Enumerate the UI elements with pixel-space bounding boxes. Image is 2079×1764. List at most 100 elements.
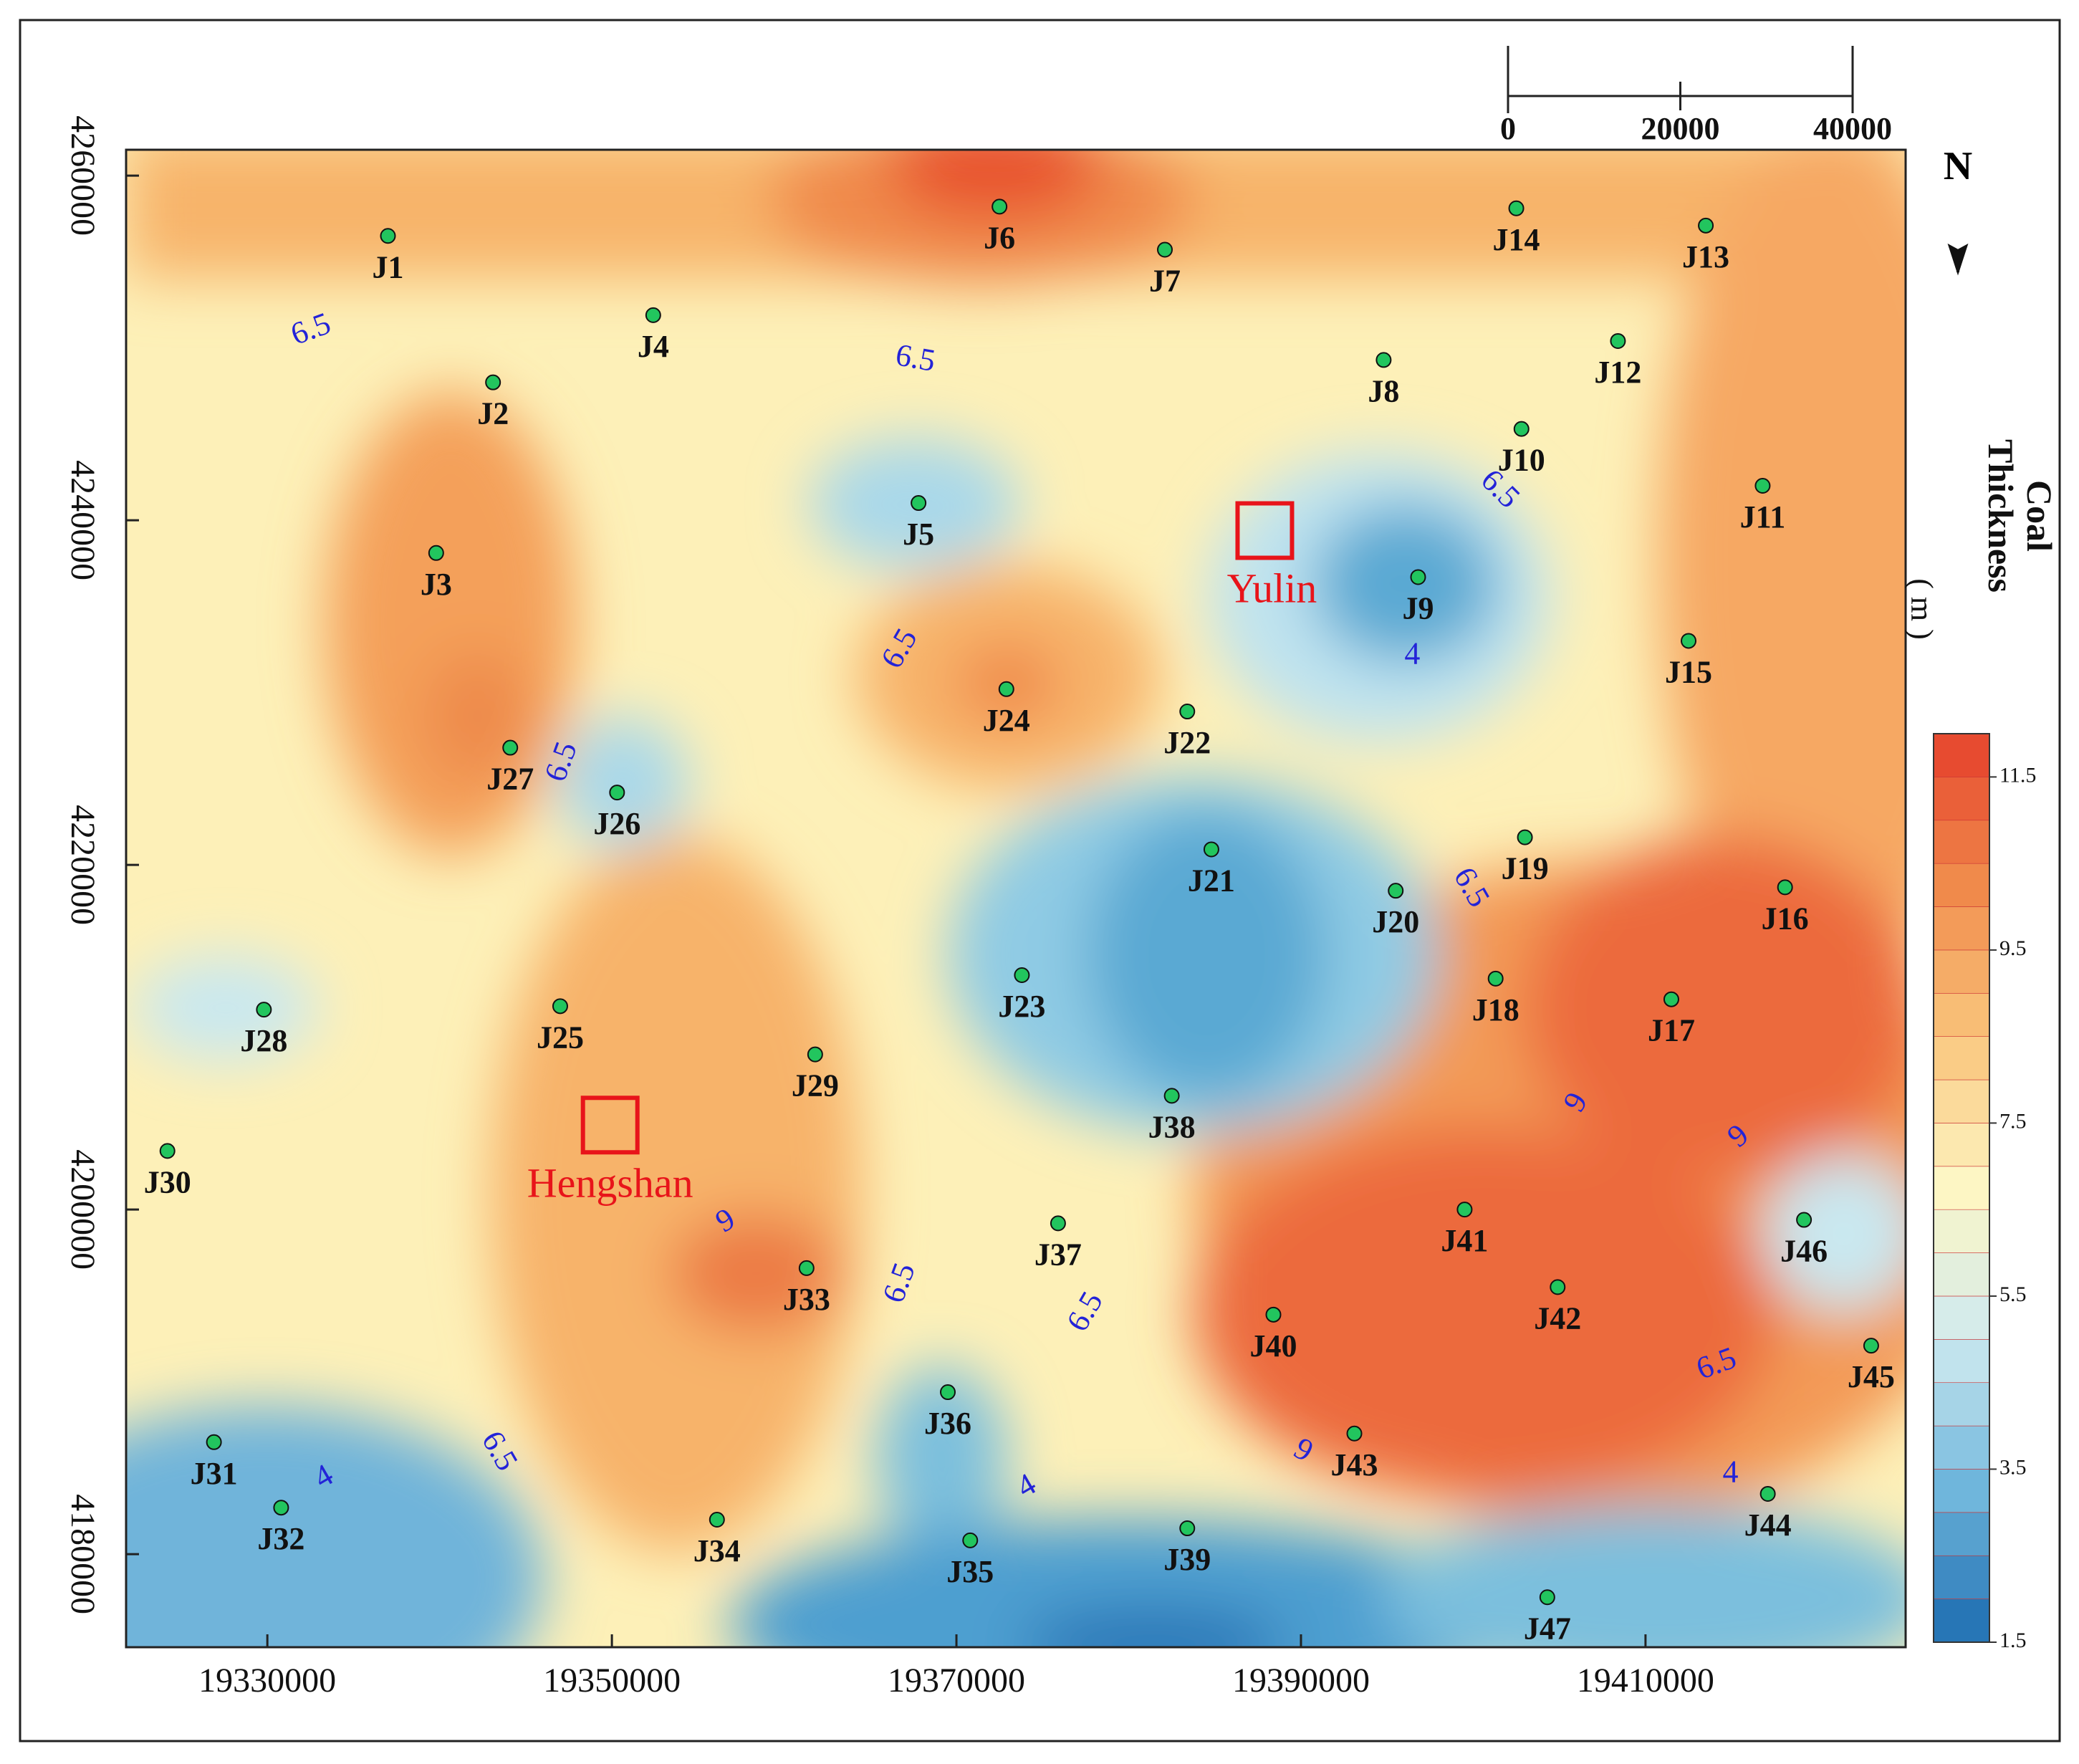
contour-label: 4 [1404, 636, 1420, 671]
well [1610, 332, 1626, 349]
well-label: J16 [1762, 901, 1809, 936]
well [962, 1532, 979, 1548]
well [1388, 883, 1404, 899]
well [1759, 1485, 1776, 1502]
well [1456, 1202, 1473, 1218]
x-tick-label: 19410000 [1577, 1662, 1714, 1700]
well-label: J40 [1249, 1328, 1297, 1363]
contour-label: 6.5 [893, 337, 938, 378]
well-label: J5 [903, 517, 934, 552]
x-tick-label: 19350000 [543, 1662, 681, 1700]
well [1550, 1279, 1566, 1295]
well [1410, 569, 1426, 585]
well-label: J34 [693, 1533, 741, 1568]
well-label: J1 [373, 249, 404, 284]
well [1375, 352, 1392, 368]
well-label: J31 [191, 1456, 238, 1491]
colorbar-band [1933, 777, 1990, 821]
well-label: J7 [1149, 263, 1181, 298]
well [1179, 704, 1196, 720]
well-label: J27 [486, 762, 534, 797]
well-label: J39 [1163, 1542, 1211, 1577]
colorbar-band [1933, 906, 1990, 951]
north-arrow [1947, 243, 1969, 276]
well-label: J20 [1372, 904, 1419, 939]
well [1265, 1306, 1282, 1323]
well [485, 374, 501, 390]
place-label: Yulin [1227, 565, 1317, 612]
well-label: J46 [1780, 1234, 1828, 1269]
well-label: J4 [638, 329, 669, 364]
well [1754, 477, 1771, 494]
y-tick-label: 4200000 [64, 1149, 102, 1270]
well-label: J15 [1665, 654, 1712, 689]
well [1517, 829, 1533, 845]
y-tick-label: 4220000 [64, 805, 102, 925]
colorbar-tick-label: 9.5 [1999, 936, 2027, 960]
well-label: J44 [1744, 1507, 1792, 1543]
well-label: J45 [1848, 1359, 1895, 1394]
well [552, 998, 568, 1015]
colorbar-title: Thickness [1981, 439, 2021, 593]
colorbar-band [1933, 1036, 1990, 1080]
colorbar-band [1933, 1079, 1990, 1123]
colorbar-band [1933, 1598, 1990, 1643]
colorbar-band [1933, 992, 1990, 1037]
plot-border [125, 148, 1907, 1649]
scale-label: 20000 [1641, 111, 1720, 146]
well-label: J41 [1441, 1223, 1488, 1258]
well [645, 307, 661, 323]
well [998, 681, 1014, 697]
colorbar-band [1933, 1382, 1990, 1427]
well [256, 1002, 272, 1018]
well-label: J37 [1034, 1237, 1082, 1272]
well-label: J10 [1498, 443, 1545, 478]
north-label: N [1944, 144, 1972, 188]
well-label: J33 [783, 1282, 830, 1317]
well-label: J18 [1472, 992, 1519, 1027]
well-label: J43 [1331, 1447, 1378, 1482]
well-label: J14 [1493, 222, 1540, 257]
well [807, 1046, 823, 1063]
well-label: J30 [144, 1164, 191, 1199]
well [1863, 1338, 1879, 1354]
well [1050, 1215, 1066, 1232]
scale-label: 40000 [1813, 111, 1892, 146]
well [428, 545, 444, 561]
well [798, 1260, 815, 1276]
place-marker [580, 1096, 640, 1155]
well-label: J25 [537, 1020, 584, 1055]
well [709, 1512, 725, 1528]
well [1346, 1425, 1363, 1442]
colorbar-border [1933, 733, 1990, 1643]
well-label: J24 [983, 703, 1030, 738]
y-tick-label: 4180000 [64, 1494, 102, 1614]
colorbar-band [1933, 949, 1990, 994]
well-label: J3 [421, 567, 452, 602]
well [992, 198, 1008, 215]
colorbar-band [1933, 1295, 1990, 1340]
well-label: J35 [946, 1554, 994, 1589]
well [1513, 421, 1530, 437]
well-label: J17 [1648, 1013, 1695, 1048]
well [1796, 1212, 1812, 1228]
well-label: J42 [1534, 1300, 1581, 1336]
well [1157, 241, 1173, 258]
well [502, 739, 519, 756]
well-label: J8 [1368, 373, 1399, 408]
well-label: J32 [257, 1521, 304, 1556]
well-label: J11 [1740, 499, 1786, 535]
colorbar-band [1933, 1209, 1990, 1253]
well-label: J23 [998, 989, 1045, 1024]
place-label: Hengshan [527, 1159, 693, 1206]
well [1179, 1520, 1196, 1537]
colorbar-band [1933, 863, 1990, 907]
well-label: J21 [1188, 863, 1235, 898]
well-label: J2 [477, 396, 509, 431]
well [1777, 879, 1793, 896]
colorbar-tick-label: 1.5 [1999, 1629, 2027, 1652]
thickness-field [126, 150, 1906, 1647]
contour-label: 4 [1723, 1454, 1739, 1489]
colorbar-band [1933, 1339, 1990, 1384]
